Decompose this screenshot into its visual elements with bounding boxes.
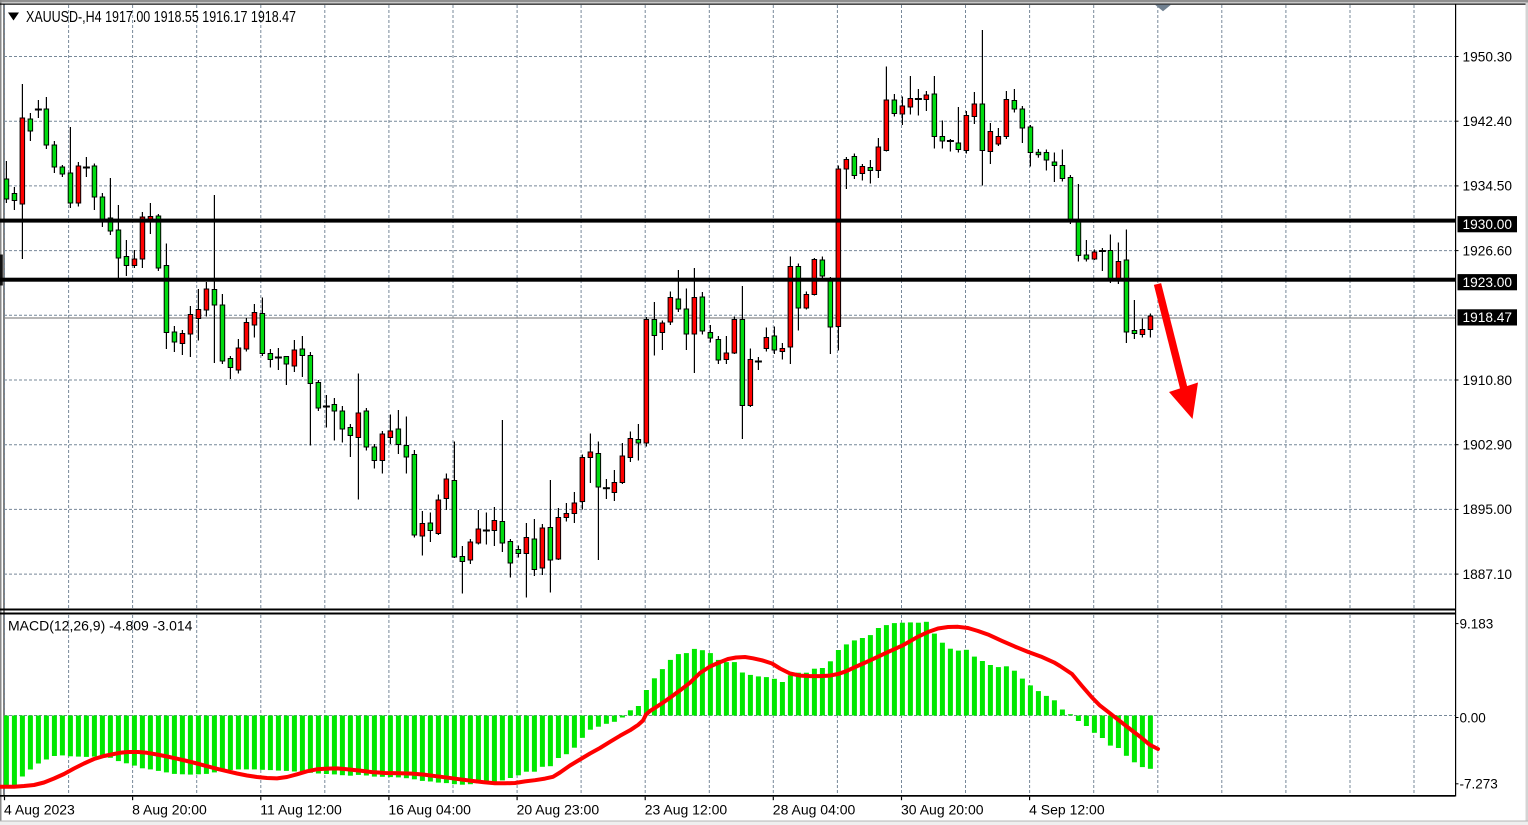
svg-text:1926.60: 1926.60 bbox=[1463, 243, 1513, 258]
svg-text:MACD(12,26,9) -4.809 -3.014: MACD(12,26,9) -4.809 -3.014 bbox=[8, 618, 193, 634]
svg-text:1950.30: 1950.30 bbox=[1463, 49, 1513, 64]
svg-text:23 Aug 12:00: 23 Aug 12:00 bbox=[645, 802, 728, 818]
svg-text:-7.273: -7.273 bbox=[1460, 777, 1498, 792]
svg-text:30 Aug 20:00: 30 Aug 20:00 bbox=[901, 802, 984, 818]
svg-text:1934.50: 1934.50 bbox=[1463, 179, 1513, 194]
svg-text:1930.00: 1930.00 bbox=[1463, 217, 1513, 232]
svg-text:1942.40: 1942.40 bbox=[1463, 114, 1513, 129]
svg-text:20 Aug 23:00: 20 Aug 23:00 bbox=[517, 802, 600, 818]
svg-text:1910.80: 1910.80 bbox=[1463, 373, 1513, 388]
svg-text:8 Aug 20:00: 8 Aug 20:00 bbox=[132, 802, 207, 818]
svg-text:4 Aug 2023: 4 Aug 2023 bbox=[4, 802, 75, 818]
svg-text:1918.47: 1918.47 bbox=[1463, 310, 1513, 325]
svg-text:1902.90: 1902.90 bbox=[1463, 438, 1513, 453]
svg-text:4 Sep 12:00: 4 Sep 12:00 bbox=[1029, 802, 1105, 818]
svg-text:1895.00: 1895.00 bbox=[1463, 502, 1513, 517]
svg-text:XAUUSD-,H4 1917.00 1918.55 19: XAUUSD-,H4 1917.00 1918.55 1916.17 1918.… bbox=[26, 9, 296, 26]
svg-text:9.183: 9.183 bbox=[1460, 616, 1494, 631]
svg-text:28 Aug 04:00: 28 Aug 04:00 bbox=[773, 802, 856, 818]
svg-text:0.00: 0.00 bbox=[1460, 710, 1486, 725]
svg-text:1887.10: 1887.10 bbox=[1463, 567, 1513, 582]
svg-text:16 Aug 04:00: 16 Aug 04:00 bbox=[388, 802, 471, 818]
svg-text:11 Aug 12:00: 11 Aug 12:00 bbox=[260, 802, 342, 818]
svg-text:1923.00: 1923.00 bbox=[1463, 275, 1513, 290]
